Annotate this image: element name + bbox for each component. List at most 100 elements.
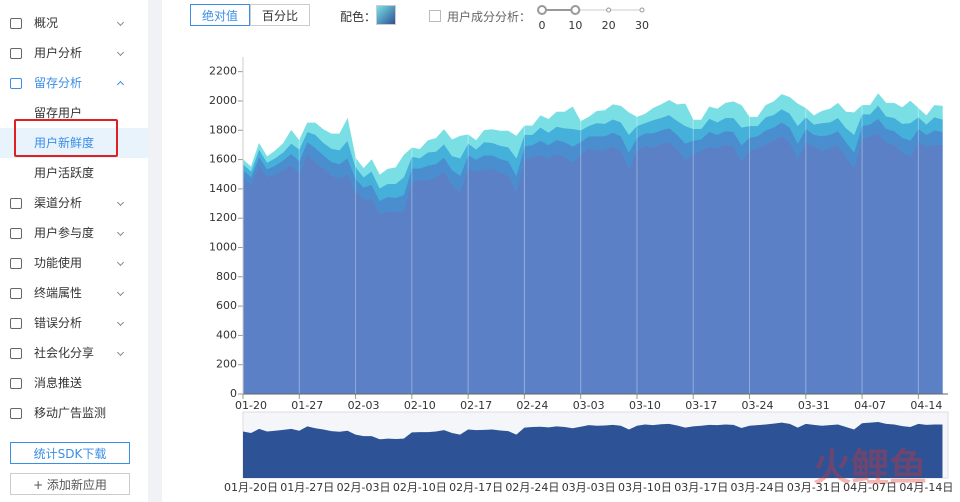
menu-item[interactable]: 用户活跃度 — [0, 158, 148, 188]
slider-label: 0 — [539, 19, 546, 32]
y-tick-label: 0 — [230, 387, 237, 400]
menu-item[interactable]: 用户新鲜度 — [0, 119, 148, 158]
slider-label: 20 — [602, 19, 616, 32]
menu-label: 概况 — [34, 16, 59, 30]
color-picker[interactable] — [376, 5, 396, 25]
menu-item[interactable]: 终端属性 — [0, 278, 148, 308]
toolbar: 绝对值 百分比 配色： 用户成分分析： — [162, 0, 960, 40]
y-tick-label: 1000 — [209, 240, 237, 253]
slider-dot[interactable] — [639, 7, 645, 13]
checkbox[interactable] — [429, 10, 441, 22]
x-tick-label: 01-20 — [235, 399, 267, 412]
menu-label: 错误分析 — [34, 316, 83, 330]
y-tick-label: 1400 — [209, 182, 237, 195]
navigator-label: 03月-10日 — [618, 481, 672, 494]
y-tick-label: 200 — [216, 358, 237, 371]
menu-label: 消息推送 — [34, 376, 83, 390]
y-tick-label: 2200 — [209, 65, 237, 78]
menu-item[interactable]: 移动广告监测 — [0, 398, 148, 428]
x-tick-label: 01-27 — [291, 399, 323, 412]
menu-item[interactable]: 用户分析 — [0, 38, 148, 68]
menu-label: 留存用户 — [34, 106, 83, 120]
menu-label: 移动广告监测 — [34, 406, 107, 420]
x-tick-label: 04-14 — [910, 399, 942, 412]
y-tick-label: 1200 — [209, 211, 237, 224]
x-tick-label: 03-10 — [629, 399, 661, 412]
x-tick-label: 03-24 — [742, 399, 774, 412]
x-tick-label: 03-03 — [573, 399, 605, 412]
area-layer — [242, 93, 943, 189]
navigator-label: 04月-07日 — [843, 481, 897, 494]
menu-icon — [10, 288, 22, 299]
navigator-label: 01月-27日 — [280, 481, 334, 494]
menu-item[interactable]: 用户参与度 — [0, 218, 148, 248]
navigator-label: 02月-03日 — [337, 481, 391, 494]
add-button[interactable]: + 添加新应用 — [10, 473, 130, 495]
y-tick-label: 400 — [216, 328, 237, 341]
y-tick-label: 2000 — [209, 94, 237, 107]
x-tick-label: 03-31 — [798, 399, 830, 412]
menu-item[interactable]: 错误分析 — [0, 308, 148, 338]
menu-icon — [10, 228, 22, 239]
menu-item[interactable]: 消息推送 — [0, 368, 148, 398]
menu-item[interactable]: 留存分析 — [0, 68, 148, 98]
navigator-label: 03月-24日 — [731, 481, 785, 494]
watermark: 火鲤鱼 — [813, 446, 927, 490]
menu-item[interactable]: 功能使用 — [0, 248, 148, 278]
menu-icon — [10, 18, 22, 29]
menu-item[interactable]: 留存用户 — [0, 98, 148, 128]
menu-item[interactable]: 渠道分析 — [0, 188, 148, 218]
component-label: 用户成分分析： — [447, 10, 532, 24]
navigator-label: 03月-17日 — [674, 481, 728, 494]
sdk-button[interactable]: 统计SDK下载 — [10, 442, 130, 464]
y-tick-label: 800 — [216, 270, 237, 283]
menu-label: 社会化分享 — [34, 346, 95, 360]
divider — [148, 0, 162, 502]
navigator-label: 03月-03日 — [562, 481, 616, 494]
slider-dot[interactable] — [537, 5, 547, 15]
menu-label: 渠道分析 — [34, 196, 83, 210]
x-tick-label: 04-07 — [854, 399, 886, 412]
menu-icon — [10, 198, 22, 209]
menu-icon — [10, 408, 22, 419]
menu-icon — [10, 48, 22, 59]
menu-icon — [10, 348, 22, 359]
sidebar: 概况用户分析留存分析留存用户 用户新鲜度用户活跃度渠道分析用户参与度功能使用终端属… — [0, 0, 148, 502]
menu-label: 用户活跃度 — [34, 166, 95, 180]
menu-icon — [10, 378, 22, 389]
menu-item[interactable]: 社会化分享 — [0, 338, 148, 368]
navigator-label: 02月-10日 — [393, 481, 447, 494]
slider-label: 10 — [568, 19, 582, 32]
menu-icon — [10, 78, 22, 89]
tab[interactable]: 绝对值 — [190, 4, 250, 26]
navigator-label: 03月-31日 — [787, 481, 841, 494]
x-tick-label: 02-10 — [404, 399, 436, 412]
slider-dot[interactable] — [570, 5, 581, 15]
navigator-label: 01月-20日 — [224, 481, 278, 494]
menu-label: 留存分析 — [34, 76, 83, 90]
x-tick-label: 03-17 — [685, 399, 717, 412]
slider-dot[interactable] — [606, 7, 612, 13]
menu-icon — [10, 258, 22, 269]
y-tick-label: 1800 — [209, 123, 237, 136]
x-tick-label: 02-17 — [460, 399, 492, 412]
navigator-label: 02月-24日 — [505, 481, 559, 494]
navigator-label: 02月-17日 — [449, 481, 503, 494]
x-tick-label: 02-24 — [516, 399, 548, 412]
navigator-label: 04月-14日 — [899, 481, 953, 494]
x-tick-label: 02-03 — [348, 399, 380, 412]
y-tick-label: 600 — [216, 299, 237, 312]
navigator-area — [243, 422, 943, 478]
tab[interactable]: 百分比 — [250, 4, 310, 26]
color-label: 配色： — [340, 10, 377, 24]
menu-label: 用户分析 — [34, 46, 83, 60]
slider-label: 30 — [635, 19, 649, 32]
menu-icon — [10, 318, 22, 329]
menu-label: 功能使用 — [34, 256, 83, 270]
menu-label: 终端属性 — [34, 286, 83, 300]
menu-item[interactable]: 概况 — [0, 8, 148, 38]
y-tick-label: 1600 — [209, 153, 237, 166]
menu-label: 用户参与度 — [34, 226, 95, 240]
